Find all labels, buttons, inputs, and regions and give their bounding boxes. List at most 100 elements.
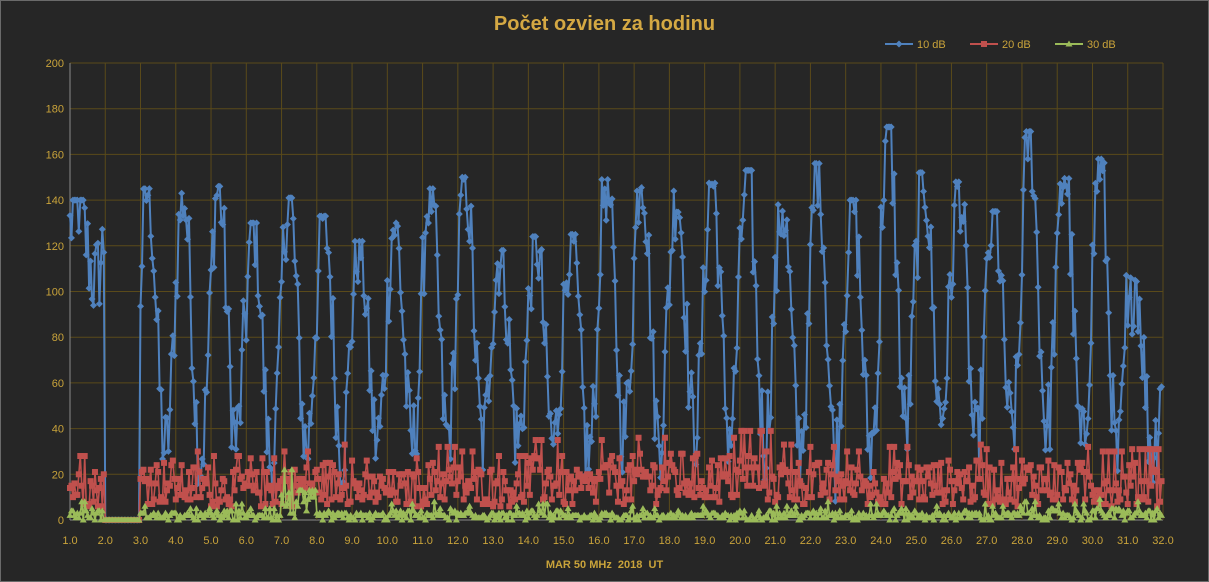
series-point-10-dB xyxy=(1061,174,1069,182)
series-point-10-dB xyxy=(1049,318,1057,326)
series-point-20-dB xyxy=(1008,475,1015,482)
series-point-20-dB xyxy=(331,469,338,476)
series-point-20-dB xyxy=(572,487,579,494)
series-point-20-dB xyxy=(695,485,702,492)
series-point-10-dB xyxy=(398,307,406,315)
series-point-10-dB xyxy=(837,422,845,430)
series-point-20-dB xyxy=(469,448,476,455)
series-point-10-dB xyxy=(391,231,399,239)
series-point-10-dB xyxy=(1033,228,1041,236)
series-point-10-dB xyxy=(264,415,272,423)
series-point-20-dB xyxy=(949,501,956,508)
series-point-10-dB xyxy=(145,185,153,193)
series-point-20-dB xyxy=(1129,446,1136,453)
series-point-10-dB xyxy=(191,420,199,428)
series-point-20-dB xyxy=(1030,473,1037,480)
x-tick-label: 15.0 xyxy=(553,535,574,547)
series-point-10-dB xyxy=(779,207,787,215)
series-point-30-dB xyxy=(535,500,543,507)
series-point-30-dB xyxy=(699,502,707,509)
series-point-10-dB xyxy=(1014,361,1022,369)
series-point-10-dB xyxy=(665,301,673,309)
series-point-10-dB xyxy=(679,253,687,261)
series-point-10-dB xyxy=(934,385,942,393)
series-point-10-dB xyxy=(720,332,728,340)
series-point-30-dB xyxy=(992,509,1000,516)
series-point-20-dB xyxy=(375,494,382,501)
series-point-20-dB xyxy=(1127,482,1134,489)
series-point-20-dB xyxy=(835,478,842,485)
series-point-10-dB xyxy=(394,222,402,230)
series-point-10-dB xyxy=(523,336,531,344)
series-point-10-dB xyxy=(471,356,479,364)
series-point-30-dB xyxy=(301,489,309,496)
series-point-20-dB xyxy=(803,485,810,492)
series-point-10-dB xyxy=(186,293,194,301)
series-point-20-dB xyxy=(538,437,545,444)
series-point-30-dB xyxy=(210,514,218,521)
series-point-10-dB xyxy=(239,297,247,305)
series-point-30-dB xyxy=(770,509,778,516)
series-point-30-dB xyxy=(395,511,403,518)
series-point-20-dB xyxy=(1152,469,1159,476)
series-point-20-dB xyxy=(910,489,917,496)
series-point-20-dB xyxy=(955,480,962,487)
series-point-20-dB xyxy=(827,471,834,478)
series-point-20-dB xyxy=(1054,491,1061,498)
series-point-30-dB xyxy=(792,502,800,509)
series-point-10-dB xyxy=(1065,175,1073,183)
series-point-10-dB xyxy=(908,312,916,320)
series-point-10-dB xyxy=(635,218,643,226)
series-point-20-dB xyxy=(704,494,711,501)
series-point-10-dB xyxy=(526,292,534,300)
series-point-10-dB xyxy=(918,169,926,177)
series-point-20-dB xyxy=(400,471,407,478)
series-point-30-dB xyxy=(975,509,983,516)
series-point-20-dB xyxy=(839,482,846,489)
series-point-10-dB xyxy=(850,208,858,216)
series-point-20-dB xyxy=(889,469,896,476)
series-point-20-dB xyxy=(263,469,270,476)
series-point-20-dB xyxy=(372,498,379,505)
series-point-30-dB xyxy=(351,516,359,523)
series-point-10-dB xyxy=(655,442,663,450)
series-point-20-dB xyxy=(595,469,602,476)
series-point-20-dB xyxy=(150,496,157,503)
series-point-10-dB xyxy=(583,421,591,429)
series-point-20-dB xyxy=(91,469,98,476)
series-point-10-dB xyxy=(1109,371,1117,379)
x-tick-label: 30.0 xyxy=(1082,535,1103,547)
series-point-10-dB xyxy=(978,414,986,422)
series-point-20-dB xyxy=(836,496,843,503)
series-point-20-dB xyxy=(547,473,554,480)
legend-label: 10 dB xyxy=(917,39,946,51)
series-point-10-dB xyxy=(1071,307,1079,315)
series-point-20-dB xyxy=(966,464,973,471)
series-point-30-dB xyxy=(141,502,149,509)
series-point-20-dB xyxy=(291,466,298,473)
series-point-30-dB xyxy=(76,509,84,516)
series-point-20-dB xyxy=(437,494,444,501)
series-point-10-dB xyxy=(683,300,691,308)
series-point-30-dB xyxy=(806,514,814,521)
series-point-10-dB xyxy=(1044,381,1052,389)
series-point-20-dB xyxy=(830,443,837,450)
series-point-10-dB xyxy=(198,455,206,463)
series-point-20-dB xyxy=(415,469,422,476)
series-point-20-dB xyxy=(86,503,93,510)
series-point-10-dB xyxy=(645,231,653,239)
series-point-20-dB xyxy=(208,503,215,510)
series-point-20-dB xyxy=(929,491,936,498)
series-point-10-dB xyxy=(370,396,378,404)
series-point-30-dB xyxy=(933,502,941,509)
x-tick-label: 32.0 xyxy=(1152,535,1173,547)
series-point-10-dB xyxy=(210,263,218,271)
series-point-10-dB xyxy=(238,346,246,354)
series-point-30-dB xyxy=(855,509,863,516)
series-point-20-dB xyxy=(832,487,839,494)
series-point-20-dB xyxy=(422,496,429,503)
series-point-20-dB xyxy=(1110,487,1117,494)
series-point-10-dB xyxy=(1041,446,1049,454)
series-point-20-dB xyxy=(1085,443,1092,450)
series-point-30-dB xyxy=(873,500,881,507)
